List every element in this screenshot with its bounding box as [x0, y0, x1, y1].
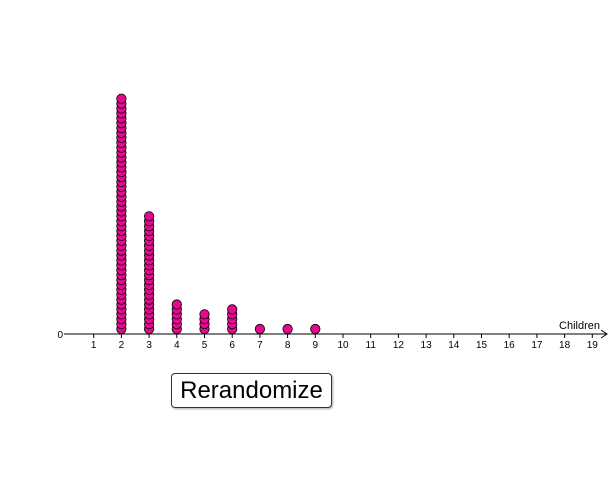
y-origin-label: 0 [57, 330, 63, 341]
data-dot [282, 323, 293, 335]
x-tick-label: 14 [448, 340, 460, 351]
x-tick-label: 18 [559, 340, 571, 351]
x-tick-label: 10 [337, 340, 349, 351]
x-tick-label: 13 [421, 340, 433, 351]
x-tick-label: 11 [366, 340, 377, 351]
x-tick-label: 16 [504, 340, 516, 351]
x-tick-label: 6 [229, 340, 235, 351]
x-tick-label: 15 [476, 340, 488, 351]
x-tick-label: 4 [174, 340, 180, 351]
x-axis-arrow [600, 329, 608, 339]
x-tick-label: 12 [393, 340, 405, 351]
rerandomize-button[interactable]: Rerandomize [171, 373, 332, 408]
x-tick-label: 17 [531, 340, 543, 351]
x-tick-label: 2 [119, 340, 125, 351]
x-tick-label: 8 [285, 340, 291, 351]
x-tick-label: 9 [313, 340, 319, 351]
x-tick-label: 3 [146, 340, 152, 351]
x-tick-label: 7 [257, 340, 263, 351]
data-dot [199, 309, 210, 320]
x-tick-label: 1 [91, 340, 97, 351]
x-axis: 1 2 3 4 5 6 7 8 9 10 11 12 13 14 15 16 17 18 19 [64, 329, 608, 351]
data-dot [171, 299, 182, 310]
data-dot [116, 93, 127, 104]
data-dot [310, 323, 321, 335]
x-axis-label: Children [559, 320, 600, 332]
x-tick-label: 19 [587, 340, 599, 351]
data-dot [227, 304, 238, 315]
x-tick-label: 5 [202, 340, 208, 351]
data-dot [254, 323, 265, 335]
data-dot [144, 211, 155, 222]
dot-series [116, 93, 321, 335]
